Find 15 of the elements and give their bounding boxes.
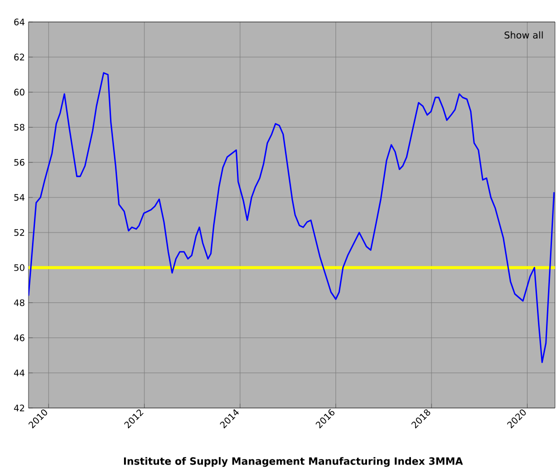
y-tick-label: 56 <box>14 158 24 166</box>
y-tick-label: 44 <box>14 370 24 376</box>
y-tick-label: 46 <box>14 334 24 342</box>
y-tick-label: 62 <box>14 54 24 60</box>
y-tick-label: 50 <box>14 264 24 272</box>
text: Institute of Supply Management Manufacturing Index 3MMA <box>124 457 463 467</box>
y-tick-label: 52 <box>14 229 24 236</box>
y-tick-label: 64 <box>14 18 24 26</box>
y-tick-label: 48 <box>14 299 24 306</box>
y-tick-label: 54 <box>14 194 24 201</box>
line-series <box>28 72 555 364</box>
y-tick-label: 42 <box>14 404 24 412</box>
y-tick-label: 58 <box>14 124 24 131</box>
annotation: Show all <box>504 31 543 39</box>
y-tick-label: 60 <box>14 88 24 96</box>
